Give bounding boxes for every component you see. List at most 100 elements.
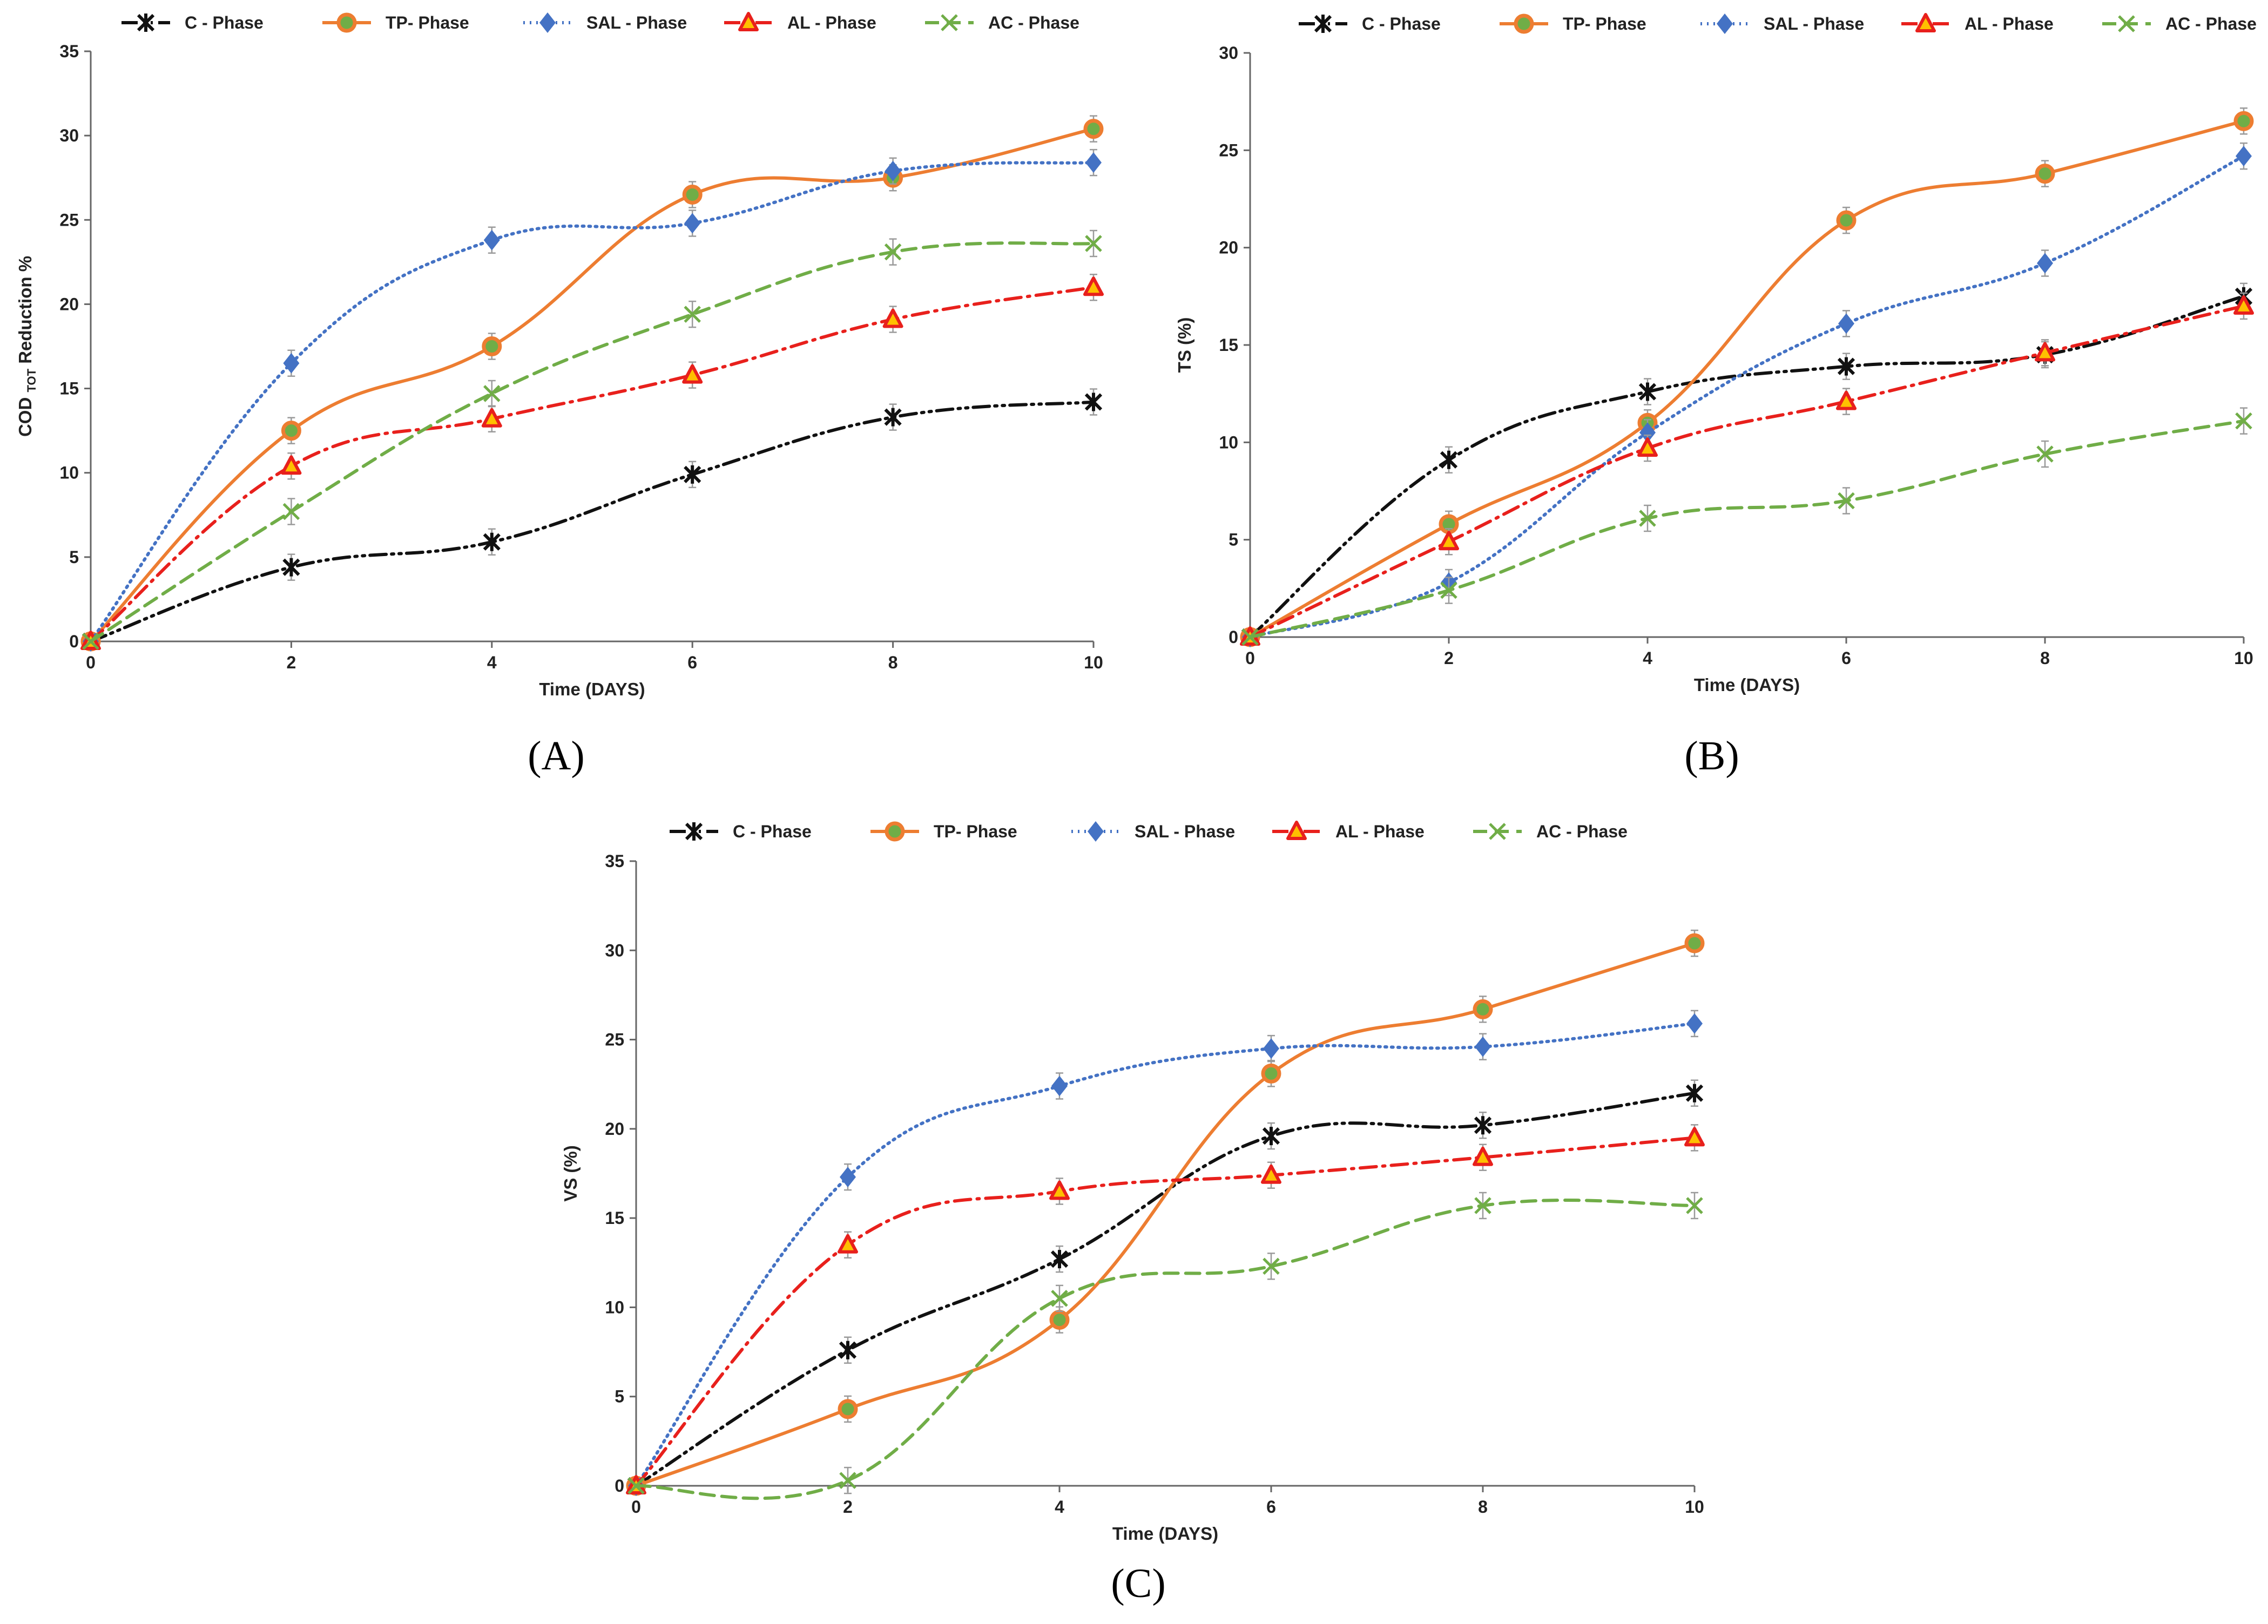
marker-asterisk xyxy=(1314,15,1332,33)
marker-asterisk xyxy=(1440,450,1458,469)
marker-triangle xyxy=(738,12,759,31)
marker-x xyxy=(839,1472,856,1489)
marker-asterisk xyxy=(1685,1084,1704,1102)
y-tick-label: 25 xyxy=(605,1030,624,1050)
legend-label: AC - Phase xyxy=(988,13,1079,32)
marker-circle xyxy=(482,336,502,356)
legend-label: AL - Phase xyxy=(1335,822,1425,841)
series-line xyxy=(634,1091,1696,1487)
marker-x xyxy=(1489,823,1506,840)
marker-triangle xyxy=(1915,13,1936,32)
marker-x xyxy=(2118,15,2135,32)
marker-asterisk xyxy=(483,532,501,551)
x-tick-label: 4 xyxy=(1643,648,1652,668)
legend-item: TP- Phase xyxy=(870,821,1017,842)
series-al-phase xyxy=(626,1124,1705,1494)
panel-label-a: (A) xyxy=(528,733,585,779)
marker-circle xyxy=(336,12,357,33)
legend-label: AL - Phase xyxy=(1965,14,2054,33)
marker-asterisk xyxy=(1837,357,1855,376)
marker-x xyxy=(1474,1197,1491,1214)
marker-circle xyxy=(1473,999,1493,1019)
marker-diamond xyxy=(1475,1036,1491,1057)
legend-item: AC - Phase xyxy=(925,13,1079,32)
series-line xyxy=(1248,419,2245,639)
marker-asterisk xyxy=(1050,1250,1069,1269)
series-line xyxy=(89,286,1095,643)
legend-item: SAL - Phase xyxy=(1700,13,1864,34)
marker-circle xyxy=(1049,1310,1070,1330)
series-tp-phase xyxy=(1240,107,2254,647)
marker-triangle xyxy=(1836,390,1857,410)
series-ac-phase xyxy=(82,229,1102,650)
panel-label-b: (B) xyxy=(1684,733,1739,779)
marker-asterisk xyxy=(1262,1127,1280,1146)
legend-item: TP- Phase xyxy=(1500,13,1646,34)
marker-x xyxy=(1838,492,1855,510)
panel-label-c: (C) xyxy=(1111,1561,1165,1606)
marker-circle xyxy=(1083,119,1104,139)
chart-panel-b: 0 5 10 15 20 25 30 0 2 4 6 8 10 Time (DAYS) TS (%) C - … xyxy=(1174,13,2257,695)
legend-label: SAL - Phase xyxy=(1135,822,1235,841)
legend-label: TP- Phase xyxy=(934,822,1017,841)
legend-item: AC - Phase xyxy=(2102,14,2257,33)
marker-diamond xyxy=(1051,1075,1068,1097)
marker-asterisk xyxy=(684,465,701,484)
series-c-phase xyxy=(627,1079,1704,1495)
marker-triangle xyxy=(1439,531,1459,551)
marker-triangle xyxy=(882,308,903,328)
marker-diamond xyxy=(1088,821,1104,842)
x-axis-label: Time (DAYS) xyxy=(539,679,645,699)
legend-label: TP- Phase xyxy=(386,13,469,32)
series-c-phase xyxy=(1241,282,2253,646)
marker-x xyxy=(282,503,300,520)
marker-asterisk xyxy=(1084,393,1103,411)
marker-circle xyxy=(838,1399,858,1419)
marker-x xyxy=(1440,581,1457,599)
series-line xyxy=(1248,304,2245,639)
marker-asterisk xyxy=(884,408,902,427)
legend-label: SAL - Phase xyxy=(1764,14,1864,33)
y-tick-label: 35 xyxy=(605,851,624,871)
series-line xyxy=(1248,154,2245,639)
marker-triangle xyxy=(1083,276,1104,296)
marker-triangle xyxy=(1286,821,1307,840)
marker-circle xyxy=(2035,164,2055,184)
legend-item: AL - Phase xyxy=(1272,821,1425,841)
legend-item: C - Phase xyxy=(122,13,264,32)
legend-item: AL - Phase xyxy=(1901,13,2054,33)
series-tp-phase xyxy=(80,115,1104,652)
series-sal-phase xyxy=(83,148,1102,652)
marker-asterisk xyxy=(685,822,703,841)
y-tick-label: 15 xyxy=(59,379,79,398)
y-tick-label: 25 xyxy=(1219,140,1238,160)
legend-item: AL - Phase xyxy=(724,12,876,32)
chart-panel-a: 0 5 10 15 20 25 30 35 0 2 4 6 8 10 Time (DAYS) COD TOT … xyxy=(15,12,1104,699)
y-tick-label: 10 xyxy=(59,463,79,483)
marker-x xyxy=(2235,412,2252,430)
legend-item: SAL - Phase xyxy=(1071,821,1235,842)
series-line xyxy=(89,161,1095,643)
x-tick-label: 6 xyxy=(1266,1497,1276,1517)
legend: C - Phase TP- Phase SAL - Phase AL - Phase A… xyxy=(670,821,1628,842)
series-line xyxy=(1248,119,2245,639)
marker-x xyxy=(684,306,701,323)
series-line xyxy=(634,1136,1696,1487)
x-tick-label: 0 xyxy=(631,1497,641,1517)
y-tick-label: 5 xyxy=(615,1387,624,1406)
marker-x xyxy=(884,243,902,261)
y-tick-label: 20 xyxy=(605,1119,624,1139)
marker-circle xyxy=(1684,933,1705,953)
marker-diamond xyxy=(1686,1013,1703,1034)
x-tick-label: 4 xyxy=(487,653,497,672)
marker-asterisk xyxy=(1474,1116,1492,1135)
x-tick-label: 6 xyxy=(1841,648,1851,668)
marker-x xyxy=(941,14,958,31)
series-line xyxy=(89,241,1095,643)
marker-triangle xyxy=(1261,1164,1281,1184)
y-tick-label: 20 xyxy=(59,294,79,314)
x-axis-label: Time (DAYS) xyxy=(1112,1524,1218,1544)
marker-triangle xyxy=(2035,342,2055,362)
legend-label: C - Phase xyxy=(185,13,264,32)
